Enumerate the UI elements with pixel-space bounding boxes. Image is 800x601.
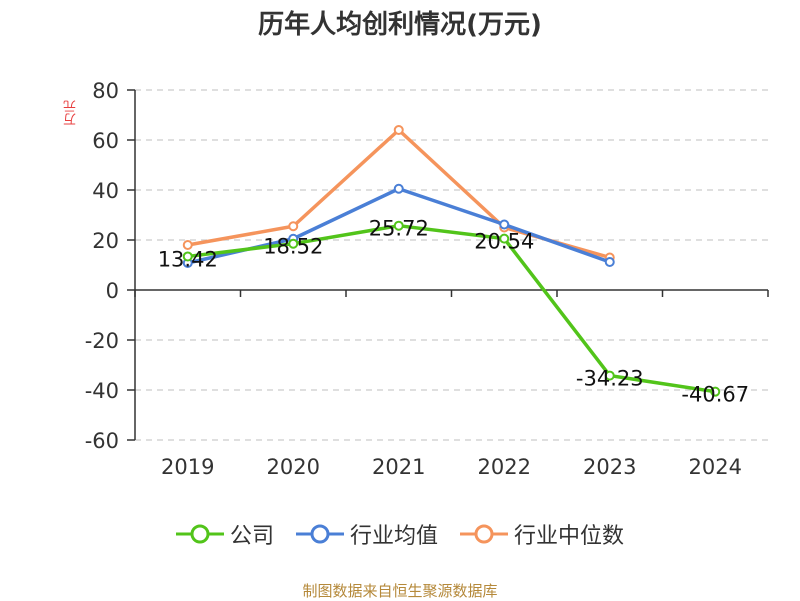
y-tick-label: 40 [92,179,119,203]
data-label: -40.67 [681,383,749,407]
series-company-point [710,386,721,397]
data-label: -34.23 [576,367,644,391]
x-tick-label: 2019 [161,455,214,479]
legend-label-company: 公司 [229,524,274,549]
series-industry-median-point [288,221,299,232]
x-tick-label: 2020 [267,455,320,479]
legend-label-industry-median: 行业中位数 [514,524,625,549]
source-footer: 制图数据来自恒生聚源数据库 [302,582,498,600]
legend-label-industry-average: 行业均值 [349,524,438,549]
series-industry-median-point [182,240,193,250]
y-tick-label: -60 [85,429,119,453]
y-tick-label: 20 [92,229,119,253]
x-tick-label: 2021 [372,455,425,479]
y-tick-label: 0 [106,279,119,303]
series-company-point [182,251,193,262]
y-tick-label: -20 [85,329,119,353]
series-company-point [604,370,615,381]
data-label: 20.54 [474,230,534,254]
data-label: 13.42 [158,247,218,271]
series-industry-average-point [393,183,404,194]
x-tick-label: 2023 [583,455,636,479]
series-company-point [499,233,510,244]
series-company-point [393,220,404,231]
y-tick-label: -40 [85,379,119,403]
x-tick-label: 2024 [689,455,742,479]
legend: 公司 行业均值 行业中位数 [0,518,800,550]
legend-item-industry-median[interactable]: 行业中位数 [460,518,624,550]
series-industry-average-point [499,219,510,230]
series-industry-median-point [393,125,404,135]
y-tick-label: 60 [92,129,119,153]
x-tick-label: 2022 [478,455,531,479]
series-industry-average-point [604,257,615,267]
series-company-point [288,238,299,249]
y-tick-label: 80 [92,79,119,103]
legend-swatch-company [175,524,224,544]
legend-swatch-industry-median [460,524,508,544]
data-label: 18.52 [263,235,323,259]
legend-item-industry-average[interactable]: 行业均值 [295,518,438,550]
data-label: 25.72 [369,217,429,241]
chart-title: 历年人均创利情况(万元) [258,10,542,40]
legend-item-company[interactable]: 公司 [175,518,274,550]
series-company-line [187,223,716,394]
legend-swatch-industry-average [295,524,344,544]
